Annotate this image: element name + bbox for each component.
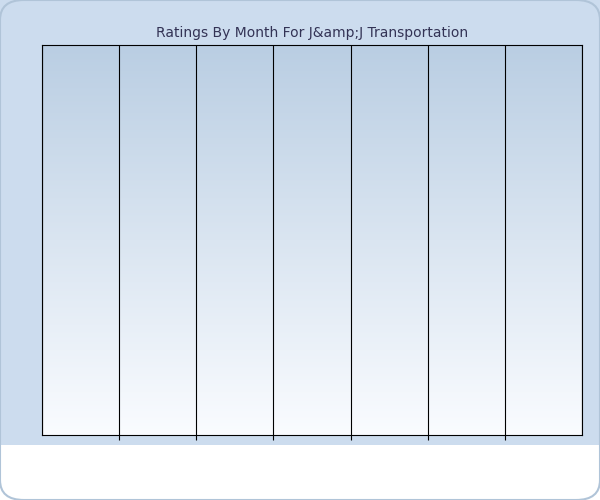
Title: Ratings By Month For J&amp;J Transportation: Ratings By Month For J&amp;J Transportat… [156, 26, 468, 40]
